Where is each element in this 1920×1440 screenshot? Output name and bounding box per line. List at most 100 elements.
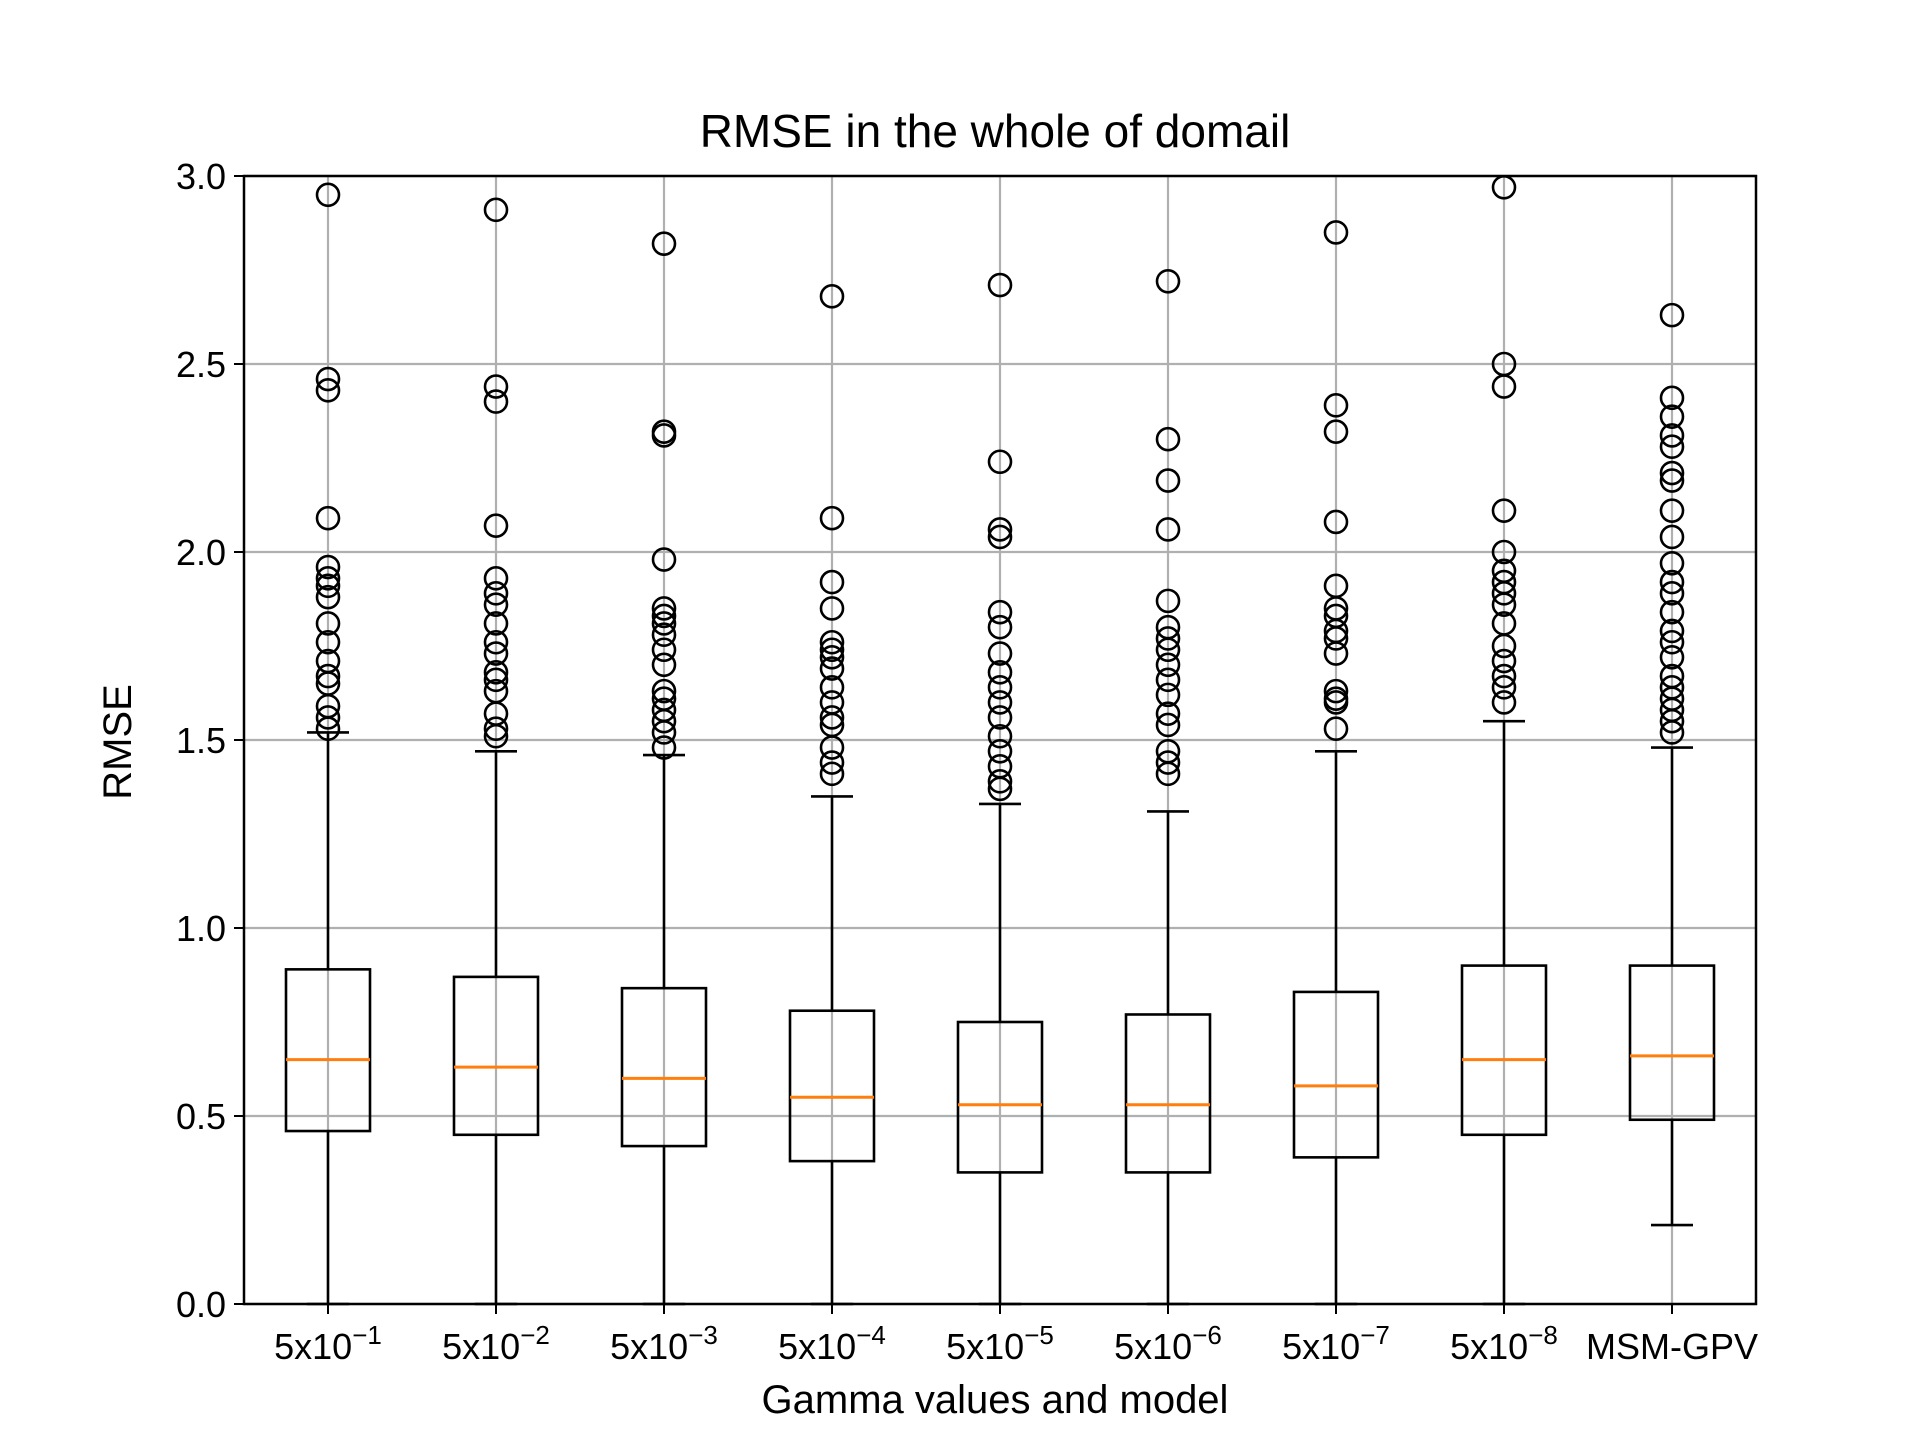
- y-tick-label: 3.0: [176, 156, 226, 197]
- outlier-point: [483, 629, 509, 655]
- outlier-point: [1659, 385, 1685, 411]
- outlier-point: [819, 644, 845, 670]
- outlier-point: [1491, 675, 1517, 700]
- x-tick-label: 5x10−2: [442, 1320, 550, 1367]
- outlier-point: [1323, 419, 1349, 444]
- outlier-point: [987, 738, 1013, 764]
- outlier-point: [651, 678, 677, 704]
- outlier-point: [819, 596, 845, 621]
- outlier-point: [651, 231, 677, 256]
- outlier-point: [1659, 498, 1685, 523]
- outlier-point: [1491, 374, 1517, 399]
- x-axis-label: Gamma values and model: [762, 1378, 1229, 1422]
- outlier-point: [1491, 498, 1517, 523]
- x-tick-label: 5x10−6: [1114, 1320, 1222, 1367]
- outlier-point: [651, 596, 677, 621]
- outlier-point: [1491, 581, 1517, 606]
- outlier-point: [1155, 750, 1181, 775]
- outlier-point: [819, 750, 845, 775]
- outlier-point: [315, 705, 341, 730]
- outlier-point: [315, 378, 341, 403]
- outlier-point: [1155, 626, 1181, 651]
- outlier-point: [651, 637, 677, 663]
- box-group: [284, 182, 372, 1306]
- outlier-point: [483, 581, 509, 606]
- y-tick-label: 2.0: [176, 532, 226, 573]
- outlier-point: [1155, 517, 1181, 542]
- outlier-point: [819, 675, 845, 700]
- outlier-point: [1659, 708, 1685, 734]
- outlier-point: [483, 641, 509, 666]
- outlier-point: [819, 569, 845, 595]
- outlier-point: [1323, 641, 1349, 666]
- box-iqr: [1628, 964, 1716, 1122]
- x-tick-label: 5x10−3: [610, 1320, 718, 1367]
- outlier-point: [987, 675, 1013, 700]
- outlier-point: [483, 197, 509, 223]
- outlier-point: [1323, 678, 1349, 704]
- outlier-point: [651, 622, 677, 648]
- y-tick-label: 0.0: [176, 1284, 226, 1325]
- outlier-point: [1659, 524, 1685, 550]
- outlier-point: [987, 449, 1013, 475]
- x-tick-label: 5x10−8: [1450, 1320, 1558, 1367]
- outlier-point: [987, 272, 1013, 298]
- outlier-point: [1155, 652, 1181, 678]
- outlier-point: [483, 611, 509, 636]
- box-plots: [284, 174, 1716, 1306]
- outlier-point: [1155, 701, 1181, 726]
- outlier-point: [987, 705, 1013, 730]
- chart-title: RMSE in the whole of domail: [700, 105, 1291, 157]
- outlier-point: [1659, 581, 1685, 606]
- outlier-point: [1659, 404, 1685, 429]
- outlier-point: [987, 660, 1013, 685]
- outlier-point: [1323, 220, 1349, 245]
- outlier-point: [819, 505, 845, 531]
- outlier-point: [819, 761, 845, 787]
- outlier-point: [987, 690, 1013, 715]
- outlier-point: [651, 423, 677, 448]
- y-tick-label: 1.0: [176, 908, 226, 949]
- outlier-point: [819, 629, 845, 655]
- y-axis-label: RMSE: [96, 684, 140, 800]
- outlier-point: [651, 547, 677, 572]
- box-iqr: [1292, 990, 1380, 1159]
- outlier-point: [1155, 682, 1181, 708]
- box-iqr: [1460, 964, 1548, 1137]
- box-group: [452, 197, 540, 1306]
- box-group: [1124, 268, 1212, 1306]
- outlier-point: [1323, 393, 1349, 418]
- box-iqr: [788, 1009, 876, 1163]
- box-group: [788, 284, 876, 1306]
- outlier-point: [987, 769, 1013, 794]
- outlier-point: [1491, 633, 1517, 659]
- outlier-point: [651, 611, 677, 636]
- outlier-point: [1491, 539, 1517, 565]
- outlier-point: [315, 584, 341, 610]
- outlier-point: [1659, 629, 1685, 655]
- outlier-point: [315, 554, 341, 580]
- outlier-point: [315, 716, 341, 742]
- outlier-point: [1659, 550, 1685, 576]
- box-iqr: [1124, 1013, 1212, 1174]
- outlier-point: [1155, 468, 1181, 493]
- outlier-point: [1491, 592, 1517, 617]
- outlier-point: [1323, 509, 1349, 535]
- outlier-point: [987, 723, 1013, 749]
- outlier-point: [483, 513, 509, 538]
- x-axis-ticks: 5x10−1 5x10−2 5x10−3 5x10−4 5x10−5 5x10−6 5x10…: [274, 1304, 1758, 1367]
- outlier-point: [315, 366, 341, 392]
- outlier-point: [315, 573, 341, 599]
- outlier-point: [1323, 716, 1349, 742]
- outlier-point: [1659, 460, 1685, 486]
- outlier-point: [1323, 690, 1349, 715]
- outlier-point: [1659, 569, 1685, 595]
- box-group: [956, 272, 1044, 1306]
- outlier-point: [819, 705, 845, 730]
- outlier-point: [987, 599, 1013, 625]
- outlier-point: [1323, 626, 1349, 651]
- outlier-point: [1155, 712, 1181, 738]
- outlier-point: [1491, 663, 1517, 689]
- box-group: [1628, 302, 1716, 1227]
- outlier-point: [483, 723, 509, 749]
